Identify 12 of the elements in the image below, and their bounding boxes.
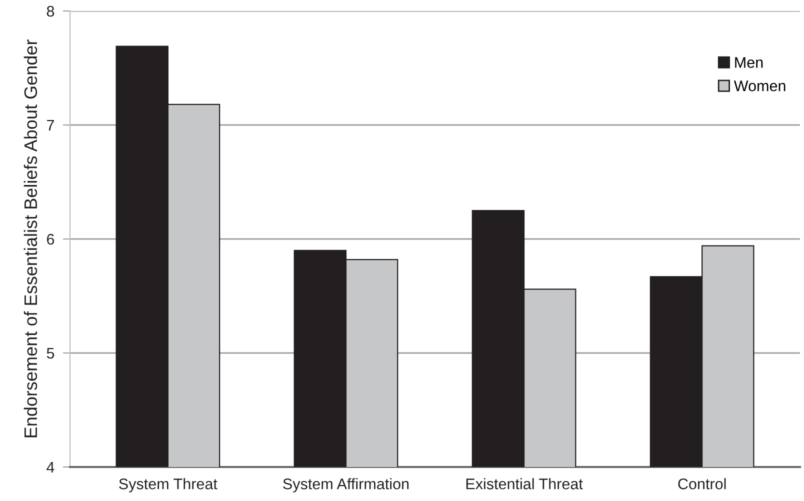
y-tick-label: 7 — [47, 120, 54, 131]
x-tick-label: System Affirmation — [283, 478, 409, 492]
legend-label: Men — [735, 57, 763, 68]
y-tick-label: 4 — [46, 462, 54, 473]
y-tick-label: 6 — [47, 234, 54, 245]
x-tick-label: System Threat — [119, 478, 218, 492]
y-tick-label: 8 — [46, 6, 54, 17]
y-axis-title: Endorsement of Essentialist Beliefs About Gender — [24, 40, 38, 438]
legend-label: Women — [734, 80, 786, 92]
y-tick-label: 5 — [46, 348, 54, 359]
x-tick-label: Control — [678, 478, 726, 490]
x-tick-label: Existential Threat — [466, 478, 583, 490]
